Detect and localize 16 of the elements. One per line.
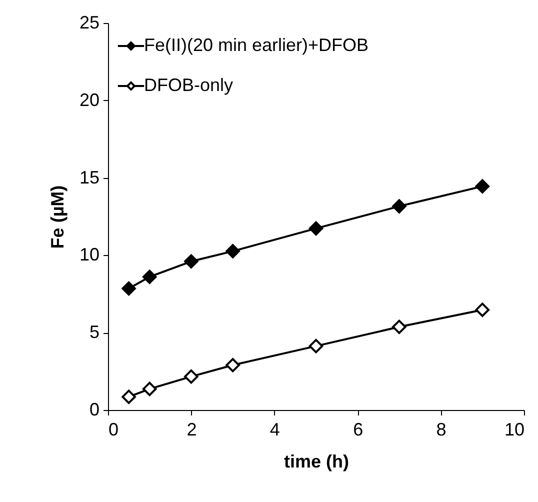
x-tick-label: 10: [504, 420, 524, 440]
x-tick-label: 4: [270, 420, 280, 440]
x-tick-label: 0: [108, 420, 119, 440]
x-tick-label: 8: [436, 420, 446, 440]
x-tick-label: 6: [353, 420, 364, 440]
y-tick-label: 5: [89, 322, 100, 342]
y-tick-label: 10: [79, 244, 100, 265]
y-tick-label: 20: [79, 90, 100, 110]
y-tick-label: 25: [79, 12, 100, 32]
y-tick-label: 0: [89, 400, 100, 420]
x-axis-title: time (h): [284, 452, 349, 472]
legend-label: DFOB-only: [144, 75, 234, 95]
x-tick-label: 2: [186, 420, 197, 440]
y-tick-label: 15: [79, 167, 100, 188]
legend-label: Fe(II)(20 min earlier)+DFOB: [144, 35, 369, 55]
y-axis-title: Fe (µM): [47, 185, 68, 249]
